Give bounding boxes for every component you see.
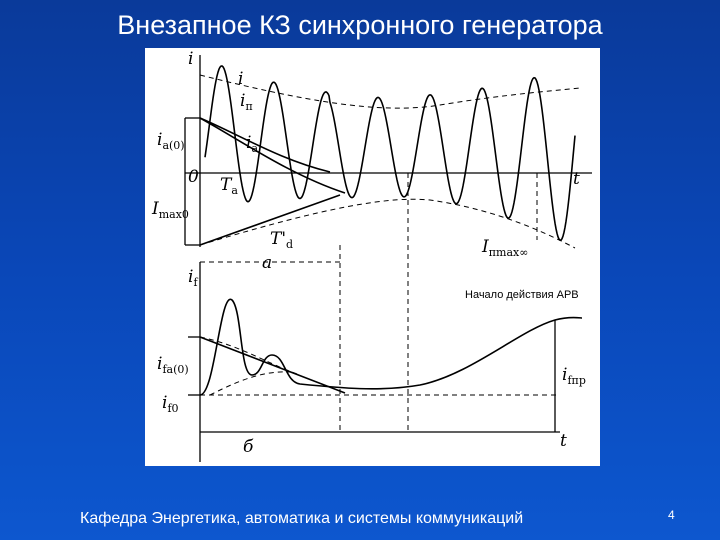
diagram-label: iп <box>240 91 253 113</box>
label-subscript: f <box>193 276 198 289</box>
label-main: t <box>573 169 580 189</box>
label-subscript: a <box>231 184 238 197</box>
curves <box>199 65 583 396</box>
label-subscript: d <box>286 238 293 251</box>
diagram-label: Начало действия АРВ <box>465 289 579 301</box>
guides <box>199 74 581 432</box>
slide-title: Внезапное КЗ синхронного генератора <box>117 10 603 40</box>
axes <box>184 55 592 462</box>
label-main: i <box>238 69 243 89</box>
label-main: 0 <box>188 167 199 187</box>
label-main: T <box>220 175 233 195</box>
diagram-label: ifпр <box>562 365 586 387</box>
label-subscript: fa(0) <box>162 363 188 376</box>
figure-panel <box>145 48 600 466</box>
diagram-label: а <box>262 253 272 273</box>
label-main: б <box>243 437 254 457</box>
label-subscript: fпр <box>567 374 585 387</box>
page-number: 4 <box>668 508 675 522</box>
label-main: а <box>262 253 272 273</box>
label-main: i <box>562 365 567 385</box>
label-main: t <box>560 431 567 451</box>
label-main: i <box>188 267 193 287</box>
label-subscript: a(0) <box>162 139 184 152</box>
diagram-label: Imax0 <box>151 199 189 221</box>
label-subscript: f0 <box>167 402 178 415</box>
label-subscript: пmax∞ <box>489 246 529 259</box>
label-main: i <box>157 130 162 150</box>
diagram-label: Iпmax∞ <box>481 237 528 259</box>
diagram-label: ia(0) <box>157 130 185 152</box>
diagram-label: б <box>243 437 254 457</box>
label-main: i <box>162 393 167 413</box>
label-main: i <box>188 49 193 69</box>
label-main: I <box>481 237 489 257</box>
footer-text: Кафедра Энергетика, автоматика и системы… <box>80 510 524 527</box>
diagram-label: T'd <box>270 229 293 251</box>
diagram-label: 0 <box>188 167 199 187</box>
diagram-label: ia <box>246 133 258 155</box>
label-main: I <box>151 199 159 219</box>
label-subscript: п <box>245 100 252 113</box>
diagram-label: if0 <box>162 393 179 415</box>
label-main: i <box>157 354 162 374</box>
diagram-label: i <box>188 49 193 69</box>
diagram-label: t <box>573 169 580 189</box>
label-main: i <box>240 91 245 111</box>
diagram-label: if <box>188 267 198 289</box>
label-subscript: max0 <box>159 208 189 221</box>
label-main: i <box>246 133 251 153</box>
diagram-label: Ta <box>220 175 238 197</box>
diagram-label: t <box>560 431 567 451</box>
label-subscript: a <box>251 142 258 155</box>
diagram-label: ifa(0) <box>157 354 189 376</box>
label-main: Начало действия АРВ <box>465 289 579 301</box>
label-main: T' <box>270 229 286 249</box>
diagram-label: i <box>238 69 243 89</box>
